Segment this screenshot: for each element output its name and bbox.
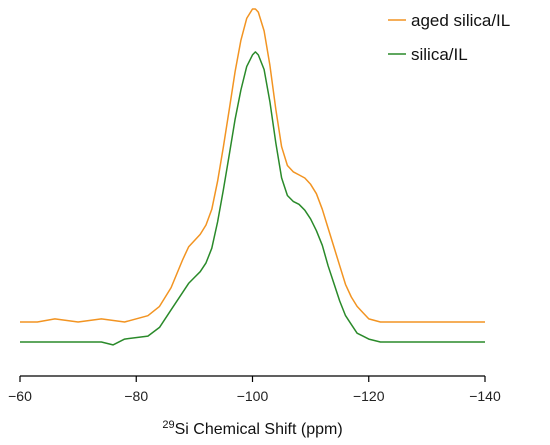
series-line-1 [20, 51, 485, 346]
x-tick-label: −120 [353, 388, 385, 404]
x-tick-label: −60 [8, 388, 32, 404]
series-line-0 [20, 8, 485, 323]
legend-label-0: aged silica/IL [411, 11, 510, 30]
x-tick-label: −100 [237, 388, 269, 404]
x-axis-title: 29Si Chemical Shift (ppm) [162, 419, 342, 438]
x-tick-label: −140 [469, 388, 501, 404]
x-tick-label: −80 [124, 388, 148, 404]
x-axis-title-text: Si Chemical Shift (ppm) [175, 421, 343, 438]
legend-label-1: silica/IL [411, 45, 468, 64]
x-axis-title-superscript: 29 [162, 419, 174, 431]
